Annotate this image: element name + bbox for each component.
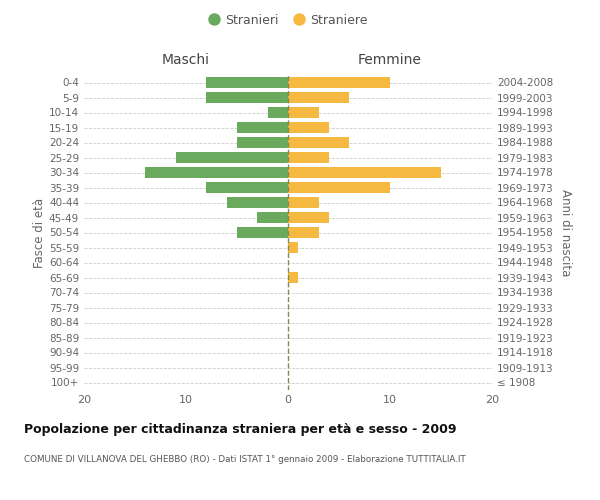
Bar: [288, 227, 319, 238]
Bar: [237, 137, 288, 148]
Bar: [288, 137, 349, 148]
Bar: [206, 77, 288, 88]
Bar: [288, 152, 329, 163]
Text: Maschi: Maschi: [162, 54, 210, 68]
Bar: [288, 122, 329, 133]
Bar: [288, 92, 349, 103]
Bar: [288, 197, 319, 208]
Bar: [288, 212, 329, 223]
Bar: [288, 272, 298, 283]
Legend: Stranieri, Straniere: Stranieri, Straniere: [204, 8, 372, 32]
Bar: [145, 167, 288, 178]
Y-axis label: Anni di nascita: Anni di nascita: [559, 189, 572, 276]
Bar: [288, 182, 390, 193]
Y-axis label: Fasce di età: Fasce di età: [33, 198, 46, 268]
Bar: [288, 107, 319, 118]
Text: Popolazione per cittadinanza straniera per età e sesso - 2009: Popolazione per cittadinanza straniera p…: [24, 422, 457, 436]
Bar: [268, 107, 288, 118]
Bar: [288, 167, 441, 178]
Bar: [237, 122, 288, 133]
Bar: [176, 152, 288, 163]
Bar: [237, 227, 288, 238]
Bar: [206, 182, 288, 193]
Bar: [257, 212, 288, 223]
Text: Femmine: Femmine: [358, 54, 422, 68]
Bar: [288, 77, 390, 88]
Text: COMUNE DI VILLANOVA DEL GHEBBO (RO) - Dati ISTAT 1° gennaio 2009 - Elaborazione : COMUNE DI VILLANOVA DEL GHEBBO (RO) - Da…: [24, 455, 466, 464]
Bar: [206, 92, 288, 103]
Bar: [227, 197, 288, 208]
Bar: [288, 242, 298, 253]
